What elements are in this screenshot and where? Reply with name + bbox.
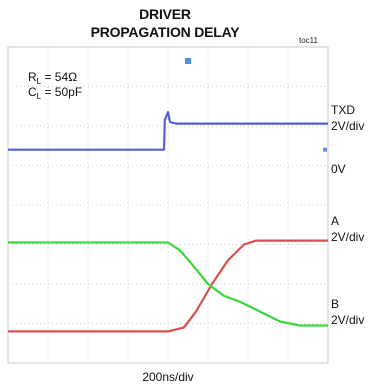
trace-a bbox=[8, 239, 328, 333]
traces bbox=[8, 58, 328, 333]
x-axis-label: 200ns/div bbox=[142, 370, 194, 384]
zero-level-marker bbox=[323, 147, 327, 152]
figure-id: toc11 bbox=[299, 36, 318, 45]
trace-label: 2V/div bbox=[331, 119, 365, 133]
trace-label: 0V bbox=[331, 162, 346, 177]
trace-b bbox=[8, 241, 328, 327]
chart-title-line1: DRIVER bbox=[139, 6, 191, 22]
chart-title-line2: PROPAGATION DELAY bbox=[90, 24, 240, 40]
trace-label: 2V/div bbox=[331, 312, 365, 327]
trace-label: B bbox=[331, 296, 340, 311]
param-cl: CL = 50pF bbox=[28, 85, 82, 101]
param-rl: RL = 54Ω bbox=[28, 70, 77, 86]
trace-txd bbox=[8, 111, 328, 151]
grid bbox=[8, 47, 328, 363]
trace-label: A bbox=[331, 213, 340, 228]
trace-label: 2V/div bbox=[331, 229, 365, 244]
trace-label: TXD bbox=[331, 103, 355, 118]
trigger-marker bbox=[185, 58, 191, 64]
